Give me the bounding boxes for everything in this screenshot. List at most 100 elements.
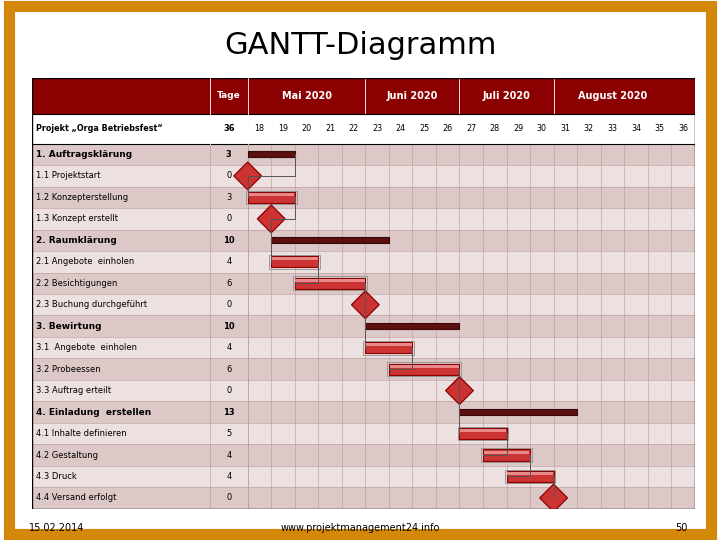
- Text: GANTT-Diagramm: GANTT-Diagramm: [224, 31, 496, 60]
- FancyBboxPatch shape: [248, 192, 294, 203]
- Text: 26: 26: [443, 124, 453, 133]
- Text: 1. Auftragsklärung: 1. Auftragsklärung: [37, 150, 132, 159]
- Text: 34: 34: [631, 124, 641, 133]
- FancyBboxPatch shape: [32, 487, 695, 509]
- FancyBboxPatch shape: [32, 208, 695, 230]
- Text: 1.1 Projektstart: 1.1 Projektstart: [37, 171, 101, 180]
- Polygon shape: [351, 291, 379, 319]
- FancyBboxPatch shape: [32, 144, 695, 165]
- FancyBboxPatch shape: [32, 465, 695, 487]
- Text: 27: 27: [466, 124, 477, 133]
- Text: 2.3 Buchung durchgeführt: 2.3 Buchung durchgeführt: [37, 300, 148, 309]
- FancyBboxPatch shape: [507, 472, 553, 475]
- Text: 20: 20: [302, 124, 312, 133]
- Text: 19: 19: [278, 124, 288, 133]
- Text: 4: 4: [226, 450, 231, 460]
- Text: 5: 5: [226, 429, 231, 438]
- Text: 0: 0: [226, 214, 231, 224]
- FancyBboxPatch shape: [459, 428, 507, 439]
- Text: August 2020: August 2020: [578, 91, 647, 101]
- Text: 32: 32: [584, 124, 594, 133]
- Text: 28: 28: [490, 124, 500, 133]
- Text: 13: 13: [223, 408, 235, 416]
- Text: 3.3 Auftrag erteilt: 3.3 Auftrag erteilt: [37, 386, 112, 395]
- Text: 31: 31: [560, 124, 570, 133]
- Text: 3.1  Angebote  einholen: 3.1 Angebote einholen: [37, 343, 138, 352]
- FancyBboxPatch shape: [32, 165, 695, 187]
- Text: 18: 18: [254, 124, 264, 133]
- Text: www.projektmanagement24.info: www.projektmanagement24.info: [280, 523, 440, 533]
- FancyBboxPatch shape: [484, 450, 529, 454]
- Text: 2.1 Angebote  einholen: 2.1 Angebote einholen: [37, 257, 135, 266]
- Text: 29: 29: [513, 124, 523, 133]
- Text: Mai 2020: Mai 2020: [282, 91, 331, 101]
- FancyBboxPatch shape: [248, 151, 294, 158]
- Text: 6: 6: [226, 279, 232, 288]
- FancyBboxPatch shape: [271, 237, 389, 244]
- FancyBboxPatch shape: [365, 342, 413, 353]
- FancyBboxPatch shape: [32, 315, 695, 337]
- Text: 4: 4: [226, 472, 231, 481]
- Text: 4.3 Druck: 4.3 Druck: [37, 472, 77, 481]
- Text: 1.2 Konzepterstellung: 1.2 Konzepterstellung: [37, 193, 128, 202]
- Text: 30: 30: [537, 124, 546, 133]
- Text: 33: 33: [608, 124, 618, 133]
- Text: 23: 23: [372, 124, 382, 133]
- Text: 35: 35: [654, 124, 665, 133]
- Polygon shape: [446, 377, 473, 404]
- FancyBboxPatch shape: [32, 380, 695, 401]
- Text: 36: 36: [678, 124, 688, 133]
- Text: 4. Einladung  erstellen: 4. Einladung erstellen: [37, 408, 152, 416]
- Text: 2.2 Besichtigungen: 2.2 Besichtigungen: [37, 279, 118, 288]
- FancyBboxPatch shape: [32, 359, 695, 380]
- Text: Projekt „Orga Betriebsfest“: Projekt „Orga Betriebsfest“: [37, 124, 163, 133]
- Text: 25: 25: [419, 124, 429, 133]
- Text: 0: 0: [226, 386, 231, 395]
- Text: 10: 10: [223, 322, 235, 330]
- Text: 0: 0: [226, 494, 231, 502]
- FancyBboxPatch shape: [32, 294, 695, 315]
- Text: 4.1 Inhalte definieren: 4.1 Inhalte definieren: [37, 429, 127, 438]
- Text: 10: 10: [223, 236, 235, 245]
- FancyBboxPatch shape: [32, 187, 695, 208]
- FancyBboxPatch shape: [32, 251, 695, 273]
- Text: 3.2 Probeessen: 3.2 Probeessen: [37, 364, 101, 374]
- Text: 3: 3: [226, 193, 232, 202]
- Polygon shape: [234, 162, 261, 190]
- FancyBboxPatch shape: [483, 449, 530, 461]
- Text: Tage: Tage: [217, 91, 240, 100]
- Text: 0: 0: [226, 171, 231, 180]
- FancyBboxPatch shape: [460, 429, 506, 432]
- Text: 21: 21: [325, 124, 335, 133]
- Text: 6: 6: [226, 364, 232, 374]
- Text: 22: 22: [348, 124, 359, 133]
- FancyBboxPatch shape: [507, 471, 554, 482]
- Text: 50: 50: [675, 523, 688, 533]
- FancyBboxPatch shape: [294, 278, 365, 289]
- FancyBboxPatch shape: [32, 423, 695, 444]
- FancyBboxPatch shape: [32, 444, 695, 465]
- Text: 3: 3: [226, 150, 232, 159]
- Polygon shape: [540, 484, 567, 512]
- FancyBboxPatch shape: [32, 113, 695, 144]
- Text: 0: 0: [226, 300, 231, 309]
- FancyBboxPatch shape: [365, 323, 459, 329]
- FancyBboxPatch shape: [32, 230, 695, 251]
- Polygon shape: [257, 205, 285, 233]
- Text: 2. Raumklärung: 2. Raumklärung: [37, 236, 117, 245]
- Text: 4: 4: [226, 343, 231, 352]
- FancyBboxPatch shape: [366, 343, 412, 346]
- FancyBboxPatch shape: [459, 409, 577, 415]
- Text: 15.02.2014: 15.02.2014: [29, 523, 84, 533]
- FancyBboxPatch shape: [271, 256, 318, 267]
- FancyBboxPatch shape: [32, 273, 695, 294]
- FancyBboxPatch shape: [32, 401, 695, 423]
- Text: 4: 4: [226, 257, 231, 266]
- Text: 36: 36: [223, 124, 235, 133]
- Text: Juli 2020: Juli 2020: [482, 91, 531, 101]
- Text: Juni 2020: Juni 2020: [387, 91, 438, 101]
- Text: 4.2 Gestaltung: 4.2 Gestaltung: [37, 450, 99, 460]
- FancyBboxPatch shape: [32, 78, 695, 113]
- Text: 1.3 Konzept erstellt: 1.3 Konzept erstellt: [37, 214, 118, 224]
- Text: 24: 24: [395, 124, 405, 133]
